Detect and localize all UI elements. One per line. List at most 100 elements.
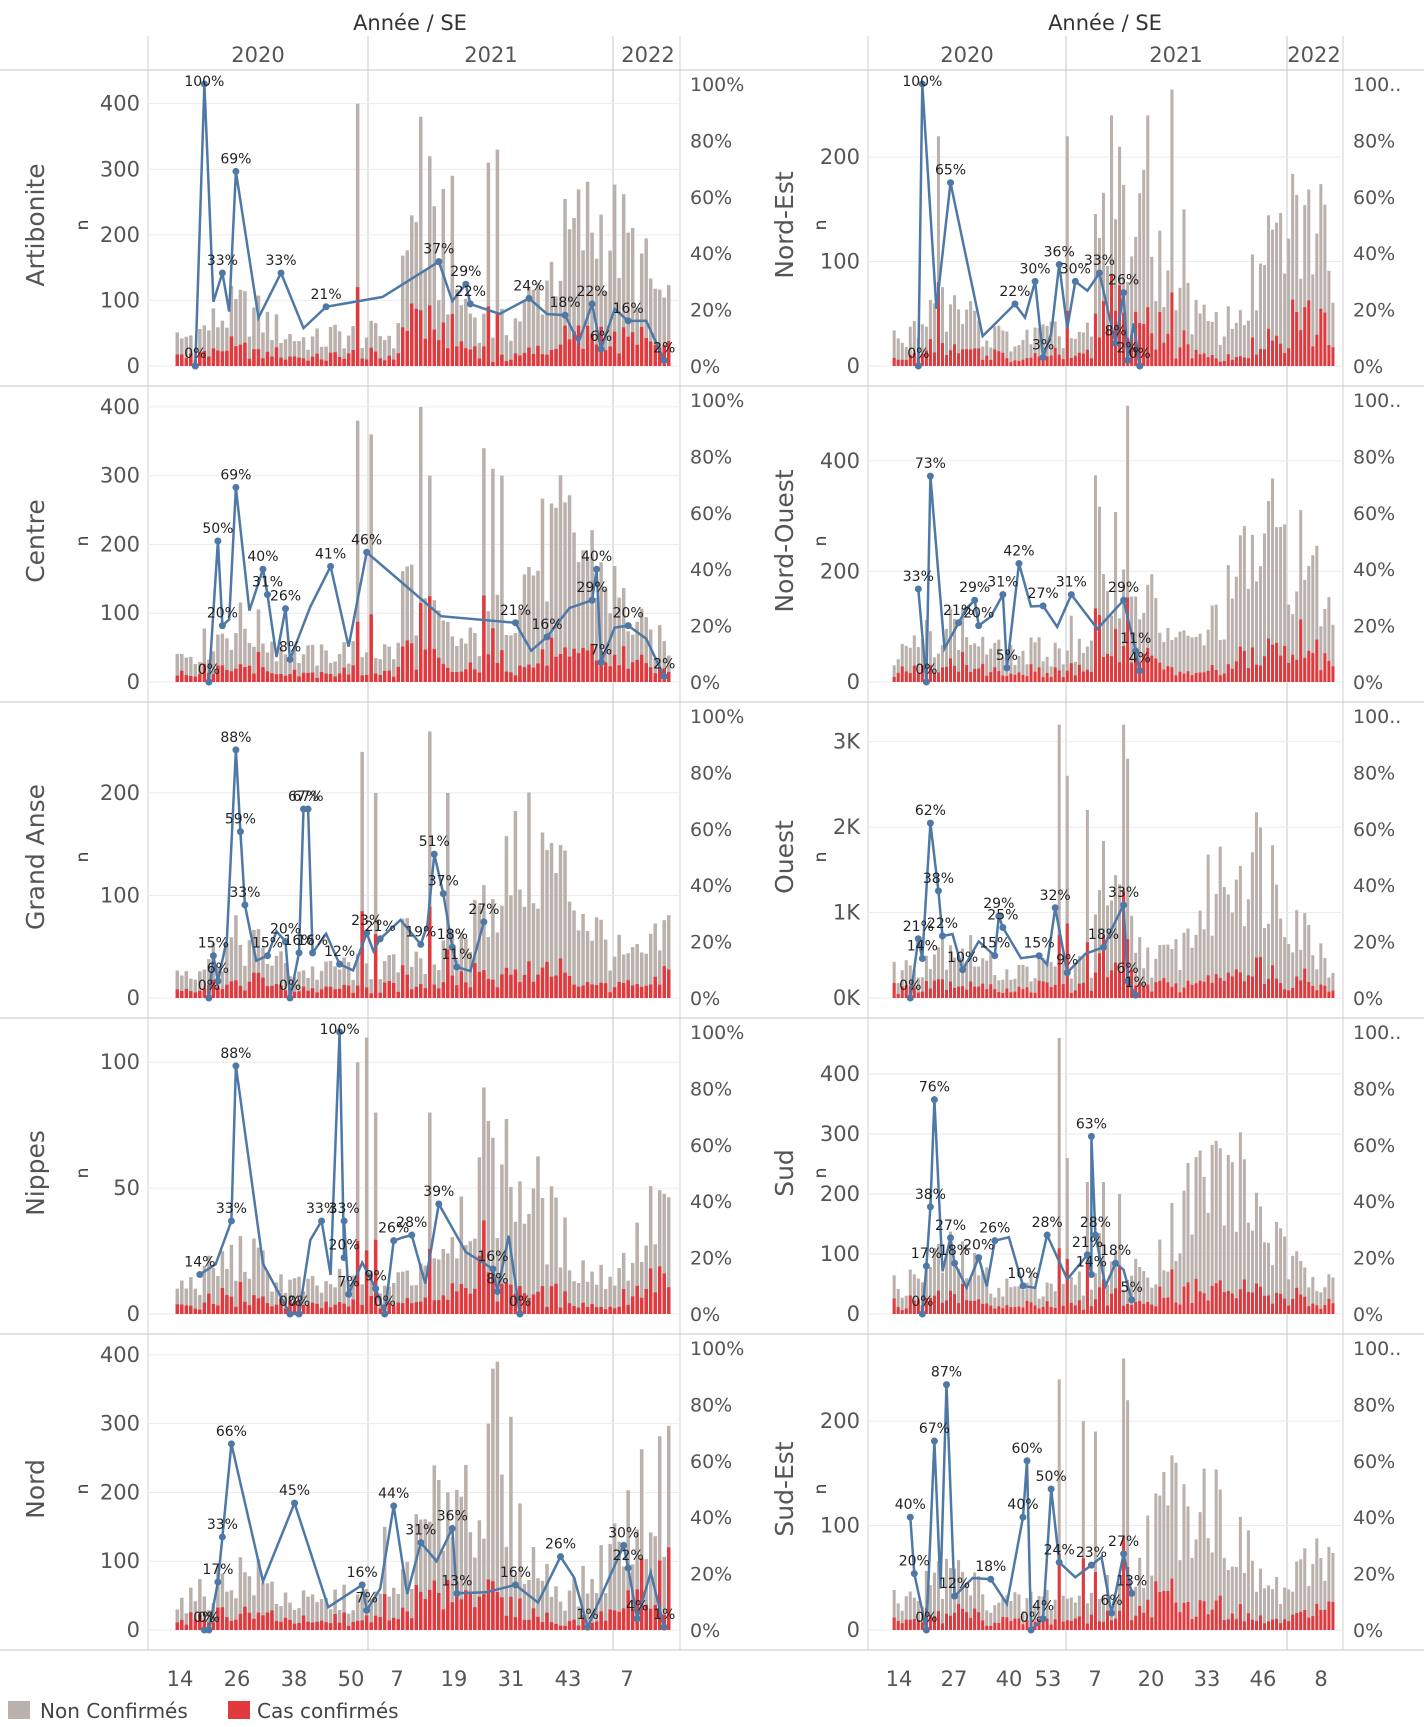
rate-point [1087, 1132, 1095, 1140]
bar-non-confirmes [1045, 959, 1049, 998]
bar-cas-confirmes [193, 1308, 198, 1314]
bar-cas-confirmes [594, 1621, 599, 1630]
bar-non-confirmes [585, 181, 590, 366]
rate-point [991, 1237, 999, 1245]
bar-non-confirmes [666, 915, 671, 998]
bar-cas-confirmes [977, 348, 981, 366]
bar-cas-confirmes [981, 663, 985, 682]
rate-point [282, 605, 290, 613]
rate-label: 27% [935, 1218, 966, 1234]
bar-non-confirmes [1210, 935, 1214, 998]
y-tick-label: 50 [113, 1176, 140, 1200]
bar-non-confirmes [1283, 524, 1287, 682]
bar-non-confirmes [193, 1288, 198, 1314]
bar-non-confirmes [400, 918, 405, 998]
bar-cas-confirmes [234, 1619, 238, 1630]
bar-cas-confirmes [414, 1302, 419, 1314]
bar-non-confirmes [1158, 945, 1162, 998]
bar-non-confirmes [590, 232, 594, 366]
bar-non-confirmes [437, 300, 441, 366]
bar-non-confirmes [957, 309, 961, 366]
bar-non-confirmes [238, 1236, 243, 1314]
bar-non-confirmes [1190, 334, 1194, 366]
bar-non-confirmes [928, 1267, 932, 1314]
bar-non-confirmes [279, 647, 283, 682]
bar-cas-confirmes [1311, 1616, 1315, 1630]
bar-non-confirmes [1045, 1282, 1049, 1314]
bar-non-confirmes [1291, 1591, 1295, 1630]
bar-cas-confirmes [1275, 978, 1279, 998]
bar-non-confirmes [1170, 89, 1174, 366]
y-tick-label: 200 [100, 781, 140, 805]
bar-non-confirmes [1250, 852, 1254, 998]
bar-non-confirmes [617, 597, 621, 682]
y2-tick-label: 60% [1353, 819, 1395, 841]
bar-non-confirmes [1005, 1278, 1009, 1314]
bar-cas-confirmes [585, 650, 590, 682]
bar-cas-confirmes [1005, 358, 1009, 366]
rate-point [584, 1623, 592, 1631]
bar-non-confirmes [247, 1278, 252, 1314]
rate-label: 0% [915, 662, 937, 678]
bar-cas-confirmes [639, 986, 644, 998]
bar-cas-confirmes [1025, 1300, 1029, 1314]
bar-cas-confirmes [1017, 360, 1021, 366]
bar-non-confirmes [1065, 650, 1069, 682]
bar-cas-confirmes [1106, 1305, 1110, 1314]
bar-cas-confirmes [1138, 323, 1142, 366]
bar-cas-confirmes [256, 972, 261, 998]
bar-non-confirmes [1134, 1586, 1138, 1630]
bar-cas-confirmes [1327, 660, 1331, 682]
bar-non-confirmes [1214, 604, 1218, 682]
rate-label: 19% [405, 924, 436, 940]
bar-non-confirmes [1299, 1260, 1303, 1314]
rate-point [480, 918, 488, 926]
rate-point [1120, 901, 1128, 909]
bar-cas-confirmes [1013, 991, 1017, 998]
rate-point [1039, 354, 1047, 362]
bar-cas-confirmes [953, 344, 957, 366]
bar-cas-confirmes [491, 1581, 495, 1630]
bar-non-confirmes [1226, 894, 1230, 998]
bar-cas-confirmes [1262, 983, 1267, 998]
bar-non-confirmes [1085, 1182, 1089, 1314]
bar-non-confirmes [1017, 655, 1021, 682]
bar-non-confirmes [1065, 775, 1069, 998]
bar-non-confirmes [1069, 978, 1073, 998]
bar-cas-confirmes [459, 1599, 464, 1630]
bar-non-confirmes [953, 1266, 957, 1314]
rate-point [390, 1502, 398, 1510]
bar-cas-confirmes [1134, 1615, 1138, 1630]
bar-non-confirmes [184, 1613, 189, 1630]
rate-point [295, 1310, 303, 1318]
bar-non-confirmes [364, 337, 369, 366]
bar-non-confirmes [1311, 955, 1315, 998]
rate-label: 1% [1125, 975, 1147, 991]
bar-cas-confirmes [184, 358, 189, 366]
rate-label: 33% [216, 1201, 247, 1217]
bar-non-confirmes [324, 346, 328, 366]
bar-cas-confirmes [1226, 1290, 1230, 1314]
bar-non-confirmes [1258, 1206, 1262, 1314]
bar-cas-confirmes [364, 359, 369, 366]
bar-non-confirmes [513, 318, 518, 366]
bar-cas-confirmes [1218, 1595, 1222, 1630]
panel-title: Nippes [21, 1130, 50, 1216]
bar-non-confirmes [1021, 339, 1025, 366]
rate-point [263, 591, 271, 599]
bar-non-confirmes [1142, 169, 1146, 366]
bar-cas-confirmes [1226, 972, 1230, 998]
bar-non-confirmes [531, 1547, 536, 1630]
rate-point [453, 1589, 461, 1597]
bar-non-confirmes [382, 644, 387, 682]
bar-cas-confirmes [940, 979, 944, 998]
bar-cas-confirmes [563, 1625, 567, 1630]
bar-non-confirmes [473, 317, 477, 366]
bar-non-confirmes [225, 638, 229, 682]
rate-point [1136, 667, 1144, 675]
bar-non-confirmes [477, 905, 482, 998]
bar-non-confirmes [1154, 958, 1158, 998]
bar-cas-confirmes [450, 1602, 455, 1630]
bar-non-confirmes [1013, 1592, 1017, 1630]
bar-cas-confirmes [518, 982, 522, 998]
